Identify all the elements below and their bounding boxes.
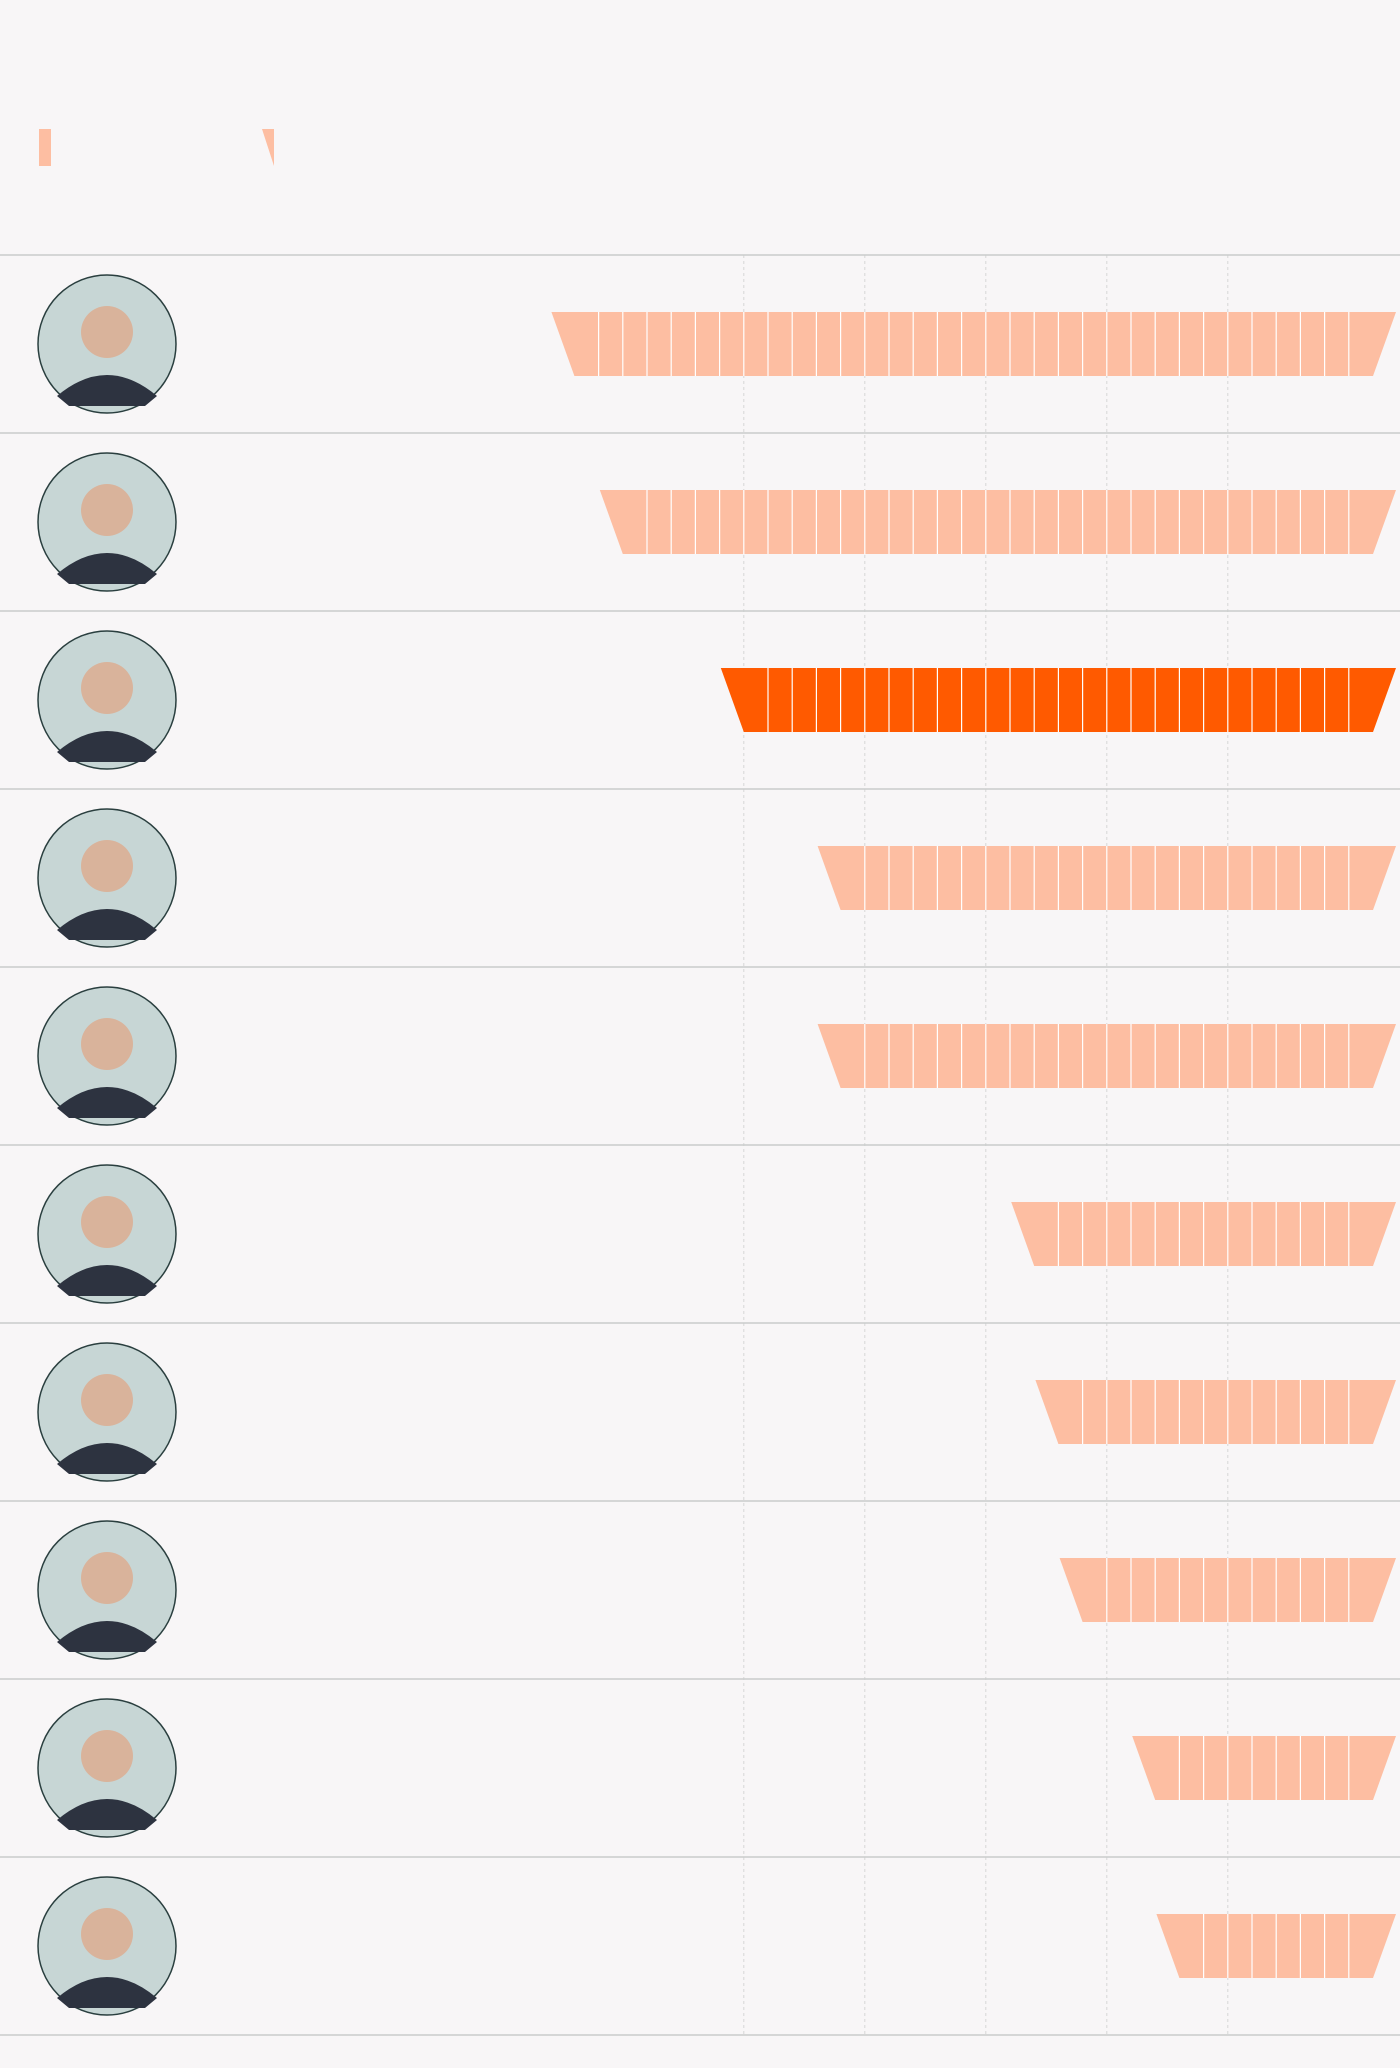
avatar-shoulders xyxy=(57,1799,157,1830)
legend xyxy=(39,129,274,166)
legend-bar-end-wedge-swatch xyxy=(262,129,274,166)
chart-row xyxy=(0,1164,1400,1324)
avatar-head xyxy=(81,1730,133,1782)
avatar-shoulders xyxy=(57,731,157,762)
leader-portrait-9-icon xyxy=(37,1698,177,1838)
avatar-head xyxy=(81,840,133,892)
chart-row xyxy=(0,452,1400,612)
avatar-shoulders xyxy=(57,1265,157,1296)
avatar-shoulders xyxy=(57,909,157,940)
leader-portrait-7-icon xyxy=(37,1342,177,1482)
avatar-head xyxy=(81,1374,133,1426)
avatar-head xyxy=(81,662,133,714)
chart-row xyxy=(0,986,1400,1146)
avatar-head xyxy=(81,1018,133,1070)
avatar-shoulders xyxy=(57,1443,157,1474)
leader-portrait-4-icon xyxy=(37,808,177,948)
leader-portrait-10-icon xyxy=(37,1876,177,2016)
bar xyxy=(551,312,1396,376)
leader-portrait-6-icon xyxy=(37,1164,177,1304)
bar xyxy=(599,490,1396,554)
legend-bar-block-swatch xyxy=(39,129,51,166)
avatar-shoulders xyxy=(57,1977,157,2008)
avatar-head xyxy=(81,1552,133,1604)
avatar-shoulders xyxy=(57,375,157,406)
avatar-shoulders xyxy=(57,1621,157,1652)
avatar-shoulders xyxy=(57,553,157,584)
chart-row xyxy=(0,1342,1400,1502)
chart-row xyxy=(0,808,1400,968)
bar xyxy=(1035,1380,1396,1444)
chart-row xyxy=(0,630,1400,790)
leader-portrait-1-icon xyxy=(37,274,177,414)
leader-portrait-8-icon xyxy=(37,1520,177,1660)
avatar-head xyxy=(81,306,133,358)
avatar-head xyxy=(81,1908,133,1960)
leader-portrait-2-icon xyxy=(37,452,177,592)
chart-row xyxy=(0,1876,1400,2036)
avatar-head xyxy=(81,484,133,536)
avatar-shoulders xyxy=(57,1087,157,1118)
chart-rows xyxy=(0,254,1400,2036)
chart-row xyxy=(0,1520,1400,1680)
chart-row xyxy=(0,274,1400,434)
bar xyxy=(1132,1736,1396,1800)
leader-portrait-5-icon xyxy=(37,986,177,1126)
avatar-head xyxy=(81,1196,133,1248)
chart-row xyxy=(0,1698,1400,1858)
leader-portrait-3-icon xyxy=(37,630,177,770)
